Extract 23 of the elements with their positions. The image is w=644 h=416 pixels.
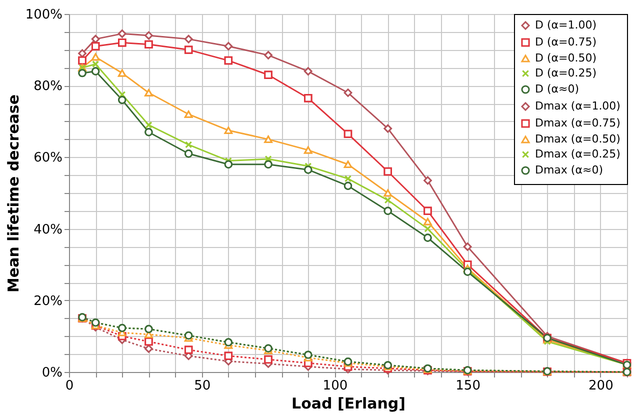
legend-label: D (α=0.75) <box>535 36 597 48</box>
x-tick-label: 100 <box>322 378 348 394</box>
y-tick-label: 100% <box>25 8 62 22</box>
y-axis-title: Mean lifetime decrease <box>4 94 22 293</box>
legend-label: Dmax (α≈0) <box>535 164 603 176</box>
y-tick-label: 20% <box>34 294 62 309</box>
y-tick-label: 60% <box>34 150 62 166</box>
legend-label: D (α≈0) <box>535 82 580 96</box>
legend-label: D (α=0.50) <box>535 52 597 64</box>
y-tick-label: 0% <box>42 366 62 380</box>
x-tick-label: 200 <box>588 378 614 394</box>
legend-label: Dmax (α=0.50) <box>535 132 620 146</box>
legend-label: Dmax (α=0.25) <box>535 148 620 160</box>
x-axis-title: Load [Erlang] <box>292 394 406 412</box>
legend-label: D (α=0.25) <box>535 66 597 80</box>
legend-label: D (α=1.00) <box>535 18 597 32</box>
legend-label: Dmax (α=0.75) <box>535 116 620 130</box>
y-tick-label: 80% <box>34 79 62 94</box>
y-tick-label: 40% <box>34 222 62 238</box>
x-tick-label: 50 <box>194 378 211 394</box>
legend-label: Dmax (α=1.00) <box>535 100 620 112</box>
x-tick-label: 0 <box>65 378 74 394</box>
x-tick-label: 150 <box>456 378 480 394</box>
